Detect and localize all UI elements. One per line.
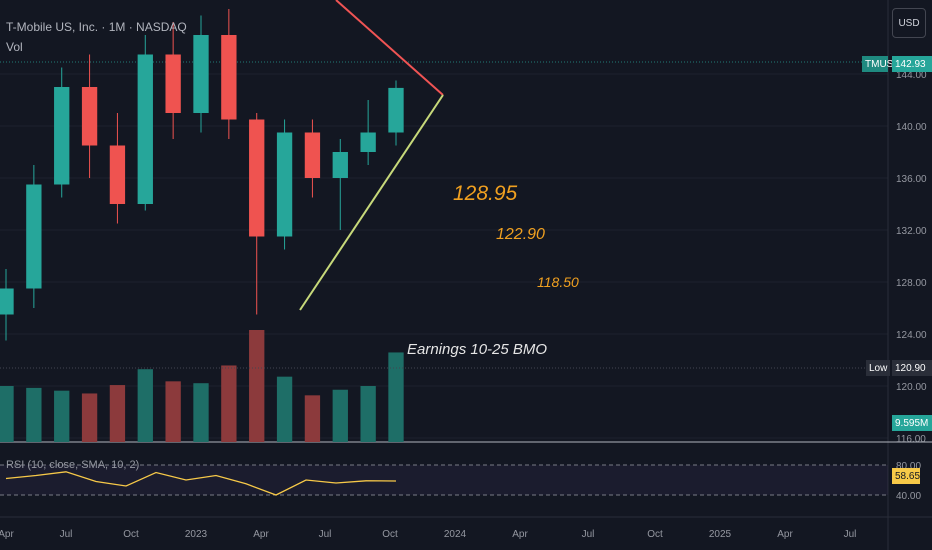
- candle-body: [360, 132, 376, 152]
- rsi-level-label: 40.00: [896, 491, 921, 502]
- price-tick-label: 136.00: [896, 174, 927, 185]
- rsi-panel: 80.00 40.00: [0, 461, 921, 502]
- volume-bar: [193, 383, 209, 442]
- trend-lines: [0, 0, 888, 369]
- volume-bar: [81, 393, 98, 442]
- candle-body: [388, 87, 404, 133]
- volume-bar: [332, 389, 348, 442]
- price-tick-label: 144.00: [896, 70, 927, 81]
- price-tick-label: 120.00: [896, 382, 927, 393]
- volume-bar: [109, 385, 126, 442]
- candle-body: [165, 54, 181, 113]
- volume-tag: 9.595M: [892, 415, 932, 431]
- time-tick-label: Jul: [582, 529, 595, 540]
- candle-body: [221, 35, 237, 120]
- time-tick-label: 2025: [709, 529, 732, 540]
- price-tick-label: 116.00: [896, 434, 926, 445]
- candle-body: [193, 35, 209, 113]
- rsi-value-tag: 58.65: [892, 468, 920, 484]
- target-annotation-1: 128.95: [453, 182, 518, 205]
- earnings-annotation: Earnings 10-25 BMO: [407, 341, 548, 358]
- time-tick-label: Jul: [60, 529, 73, 540]
- volume-bar: [249, 330, 265, 442]
- time-tick-label: Jul: [844, 529, 857, 540]
- symbol-tag: TMUS: [862, 56, 893, 72]
- time-tick-label: Jul: [319, 529, 332, 540]
- candle-body: [81, 87, 98, 146]
- low-price-tag: 120.90: [892, 360, 932, 376]
- volume-bar: [360, 386, 376, 442]
- price-axis: 144.00 140.00 136.00 132.00 128.00 124.00 120.…: [896, 70, 927, 445]
- candle-body: [276, 132, 293, 237]
- price-tick-label: 140.00: [896, 122, 927, 133]
- chart-title: T-Mobile US, Inc. · 1M · NASDAQ: [6, 20, 187, 34]
- support-trendline: [299, 94, 444, 311]
- candle-body: [26, 184, 42, 289]
- candles: [0, 9, 404, 341]
- time-tick-label: Oct: [647, 529, 663, 540]
- volume-bar: [137, 369, 153, 442]
- rsi-line: [5, 471, 397, 496]
- currency-button[interactable]: USD: [892, 8, 926, 38]
- volume-bars: [0, 330, 404, 442]
- resistance-trendline: [335, 0, 444, 96]
- current-price-tag: 142.93: [892, 56, 932, 72]
- volume-label: Vol: [6, 40, 23, 54]
- volume-bar: [0, 386, 14, 442]
- candle-body: [249, 119, 265, 237]
- price-tick-label: 128.00: [896, 278, 927, 289]
- time-tick-label: Oct: [123, 529, 139, 540]
- candle-body: [137, 54, 153, 204]
- low-tag-label: Low: [866, 360, 890, 376]
- price-tick-label: 132.00: [896, 226, 927, 237]
- time-tick-label: 2024: [444, 529, 467, 540]
- volume-bar: [54, 390, 70, 442]
- volume-bar: [26, 387, 42, 442]
- rsi-level-label: 80.00: [896, 461, 921, 472]
- volume-bar: [304, 395, 321, 442]
- candle-body: [54, 87, 70, 185]
- time-tick-label: Apr: [0, 529, 14, 540]
- time-tick-label: Oct: [382, 529, 398, 540]
- volume-bar: [388, 352, 404, 442]
- rsi-band: [0, 465, 888, 495]
- candle-body: [109, 145, 126, 204]
- candle-body: [332, 152, 348, 178]
- volume-bar: [221, 365, 237, 442]
- rsi-label: RSI (10, close, SMA, 10, 2): [6, 459, 140, 471]
- time-tick-label: 2023: [185, 529, 208, 540]
- time-tick-label: Apr: [253, 529, 269, 540]
- volume-bar: [276, 376, 293, 442]
- time-tick-label: Apr: [777, 529, 793, 540]
- volume-bar: [165, 381, 181, 442]
- candle-body: [304, 132, 321, 178]
- time-tick-label: Apr: [512, 529, 528, 540]
- target-annotation-3: 118.50: [537, 274, 579, 290]
- price-tick-label: 124.00: [896, 330, 927, 341]
- time-axis: Apr Jul Oct 2023 Apr Jul Oct 2024 Apr Jul Oct 2025 A…: [0, 516, 932, 540]
- candle-body: [0, 288, 14, 315]
- target-annotation-2: 122.90: [496, 226, 545, 243]
